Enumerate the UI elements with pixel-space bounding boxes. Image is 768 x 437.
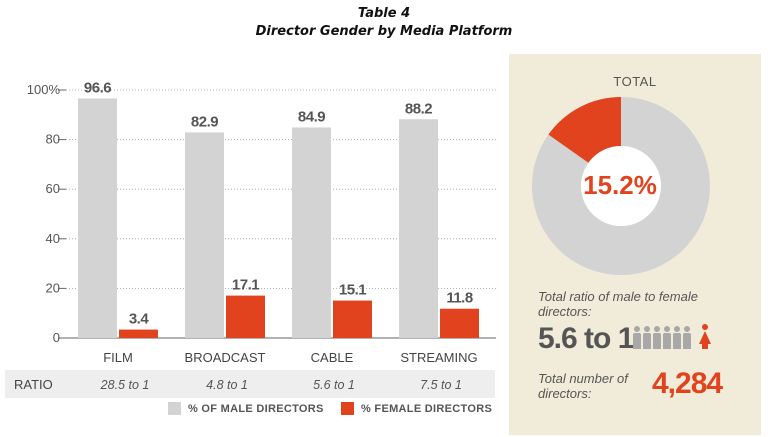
male-person-icon bbox=[683, 326, 691, 349]
ratio-cable: 5.6 to 1 bbox=[313, 378, 355, 392]
male-person-icon bbox=[653, 326, 661, 349]
category-label: CABLE bbox=[311, 350, 354, 365]
legend-male-swatch bbox=[168, 402, 181, 415]
bar-value-label: 84.9 bbox=[298, 108, 325, 125]
bar-value-label: 15.1 bbox=[339, 282, 366, 299]
y-tick-label: 40 bbox=[46, 231, 60, 246]
legend-male-label: % OF MALE DIRECTORS bbox=[188, 402, 324, 415]
male-person-icon bbox=[673, 326, 681, 349]
ratio-row-label: RATIO bbox=[14, 377, 53, 392]
y-tick-label: 20 bbox=[46, 280, 60, 295]
donut-hole bbox=[581, 146, 661, 226]
y-tick-label: 60 bbox=[46, 181, 60, 196]
legend-female-swatch bbox=[341, 402, 354, 415]
legend-male: % OF MALE DIRECTORS bbox=[168, 402, 324, 415]
ratio-row bbox=[5, 370, 495, 398]
total-ratio-value: 5.6 to 1 bbox=[538, 322, 634, 355]
bar-value-label: 82.9 bbox=[191, 113, 218, 130]
category-label: FILM bbox=[103, 350, 133, 365]
male-bar bbox=[399, 119, 438, 338]
category-label: BROADCAST bbox=[185, 350, 266, 365]
legend-female-label: % FEMALE DIRECTORS bbox=[361, 402, 493, 415]
female-person-icon bbox=[699, 324, 711, 349]
bar-value-label: 88.2 bbox=[405, 100, 432, 117]
donut-female-slice bbox=[548, 97, 621, 163]
ratio-streaming: 7.5 to 1 bbox=[420, 378, 462, 392]
chart-title: Director Gender by Media Platform bbox=[255, 24, 513, 39]
ratio-caption: Total ratio of male to female directors: bbox=[538, 289, 698, 319]
bar-value-label: 17.1 bbox=[232, 277, 259, 294]
male-person-icon bbox=[663, 326, 671, 349]
total-donut-chart bbox=[532, 97, 710, 275]
bar-value-label: 11.8 bbox=[446, 290, 473, 307]
male-bar bbox=[78, 98, 117, 338]
male-bar bbox=[185, 132, 224, 338]
female-bar bbox=[226, 295, 265, 338]
female-bar bbox=[119, 329, 158, 338]
bar-value-label: 3.4 bbox=[129, 311, 150, 328]
legend-female: % FEMALE DIRECTORS bbox=[341, 402, 492, 415]
total-panel-title: TOTAL bbox=[613, 74, 657, 89]
male-bar bbox=[292, 127, 331, 338]
female-bar bbox=[333, 300, 372, 338]
donut-male-slice bbox=[532, 97, 710, 275]
total-count-value: 4,284 bbox=[652, 367, 723, 400]
y-tick-label: 0 bbox=[53, 330, 60, 345]
female-bar bbox=[440, 308, 479, 338]
ratio-film: 28.5 to 1 bbox=[100, 378, 150, 392]
table-number: Table 4 bbox=[357, 6, 411, 21]
donut-center-label: 15.2% bbox=[583, 170, 657, 200]
ratio-broadcast: 4.8 to 1 bbox=[206, 378, 248, 392]
y-tick-label: 100% bbox=[27, 82, 61, 97]
y-tick-label: 80 bbox=[46, 132, 60, 147]
count-caption: Total number of directors: bbox=[538, 371, 628, 401]
male-person-icon bbox=[643, 326, 651, 349]
male-person-icon bbox=[633, 326, 641, 349]
bar-chart: 0 20 40 60 80 100% 96.6 3.4 FILM 82.9 17.1 BROADCAS… bbox=[27, 79, 496, 365]
bar-value-label: 96.6 bbox=[84, 79, 111, 96]
people-icons bbox=[633, 324, 711, 349]
category-label: STREAMING bbox=[400, 350, 477, 365]
